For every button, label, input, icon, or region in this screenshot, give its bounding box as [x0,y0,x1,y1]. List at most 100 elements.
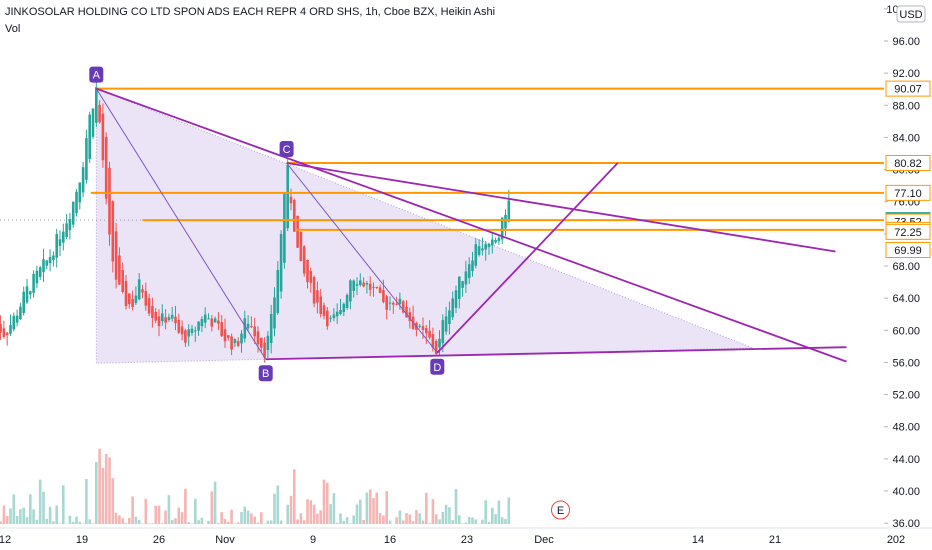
price-scale-badge-text: 69.99 [894,245,922,257]
candle-body [306,260,309,283]
candle-body [359,280,362,285]
candle-body [352,280,355,291]
candle-body [233,339,237,344]
volume-bar [170,520,174,524]
candle-body [55,233,58,258]
candle-body [342,303,346,313]
price-scale-badge-bg [885,154,931,171]
candle-body [88,114,91,159]
pattern-point-badge [89,66,104,83]
price-axis-ticks: 36.00 40.00 44.00 48.00 52.00 56.00 60.00 64.00… [884,4,920,530]
candle-body [250,326,253,328]
candle-body [312,276,316,304]
volume-bar [45,518,49,524]
price-scale-badge-bg [885,223,931,240]
candle-body [299,231,303,262]
price-scale-badge: 69.99 [885,242,931,259]
volume-bar [451,520,454,524]
event-markers[interactable]: E [551,500,570,520]
volume-bar [382,515,385,524]
candle-body [197,321,200,331]
volume-bar [35,519,39,524]
candle-body [504,214,507,229]
trendline[interactable] [286,162,836,253]
volume-bar [339,513,342,524]
candle-body [309,271,313,283]
volume-bar [197,520,200,524]
time-axis-label: 21 [769,534,781,546]
candle-body [19,306,22,320]
candle-body [200,318,204,327]
volume-bar [359,499,362,524]
volume-bar [388,520,392,524]
volume-bar [302,520,306,524]
volume-bar [111,478,115,524]
volume-indicator-label: Vol [5,23,20,35]
candle-body [190,328,194,333]
volume-bar [368,489,372,524]
volume-bar [438,519,441,524]
candle-body [474,244,478,266]
volume-bar [12,494,16,524]
time-scale[interactable] [0,528,932,550]
candle-body [164,317,167,323]
volume-bar [349,523,352,524]
currency-badge[interactable]: USD [896,5,926,23]
candle-body [210,318,214,327]
volume-bar [217,523,220,524]
candle-body [157,316,161,327]
trendline[interactable] [265,346,847,361]
candle-body [161,313,164,322]
candle-body [253,326,256,337]
volume-bar [401,520,405,524]
trendline[interactable] [95,87,847,363]
price-scale-badge-text: 77.10 [894,188,922,200]
candle-body [194,330,197,332]
candle-body [220,322,223,337]
volume-bar [273,493,276,524]
pattern-point-a: A [89,66,104,83]
currency-label: USD [899,9,922,21]
volume-bar [38,479,42,524]
volume-bar [25,517,29,524]
volume-bar [9,508,12,524]
price-axis-label: 68.00 [892,261,920,273]
candle-body [15,315,19,323]
candle-body [322,305,326,316]
volume-bar [55,505,58,524]
trendline[interactable] [436,162,619,354]
trendline[interactable] [95,88,267,360]
candle-body [256,331,260,345]
candle-body [431,334,435,348]
volume-bar [471,517,474,524]
horizontal-levels[interactable] [90,87,884,231]
volume-bar [95,462,98,524]
candle-body [38,267,42,278]
candle-body [326,310,329,327]
volume-bar [385,491,388,524]
volume-bar [190,523,194,524]
pattern-point-label: A [93,70,101,82]
candle-body [217,320,220,324]
trendlines[interactable] [95,87,847,363]
candle-body [293,199,296,232]
candle-body [246,323,250,329]
volume-bar [144,498,148,524]
candle-body [147,298,151,314]
pattern-points: A B C D [89,66,445,382]
volume-bar [299,513,303,524]
volume-bar [108,457,111,524]
candle-body [45,260,49,266]
volume-bar [269,520,273,524]
volume-bar [454,488,458,524]
volume-bar [289,495,293,524]
event-marker[interactable] [551,500,570,520]
volume-bar [464,522,468,524]
price-axis-label: 84.00 [892,132,920,144]
candle-body [269,313,273,343]
volume-bar [355,504,359,524]
candle-body [451,298,454,318]
candle-body [273,297,276,329]
trendline[interactable] [286,162,438,354]
